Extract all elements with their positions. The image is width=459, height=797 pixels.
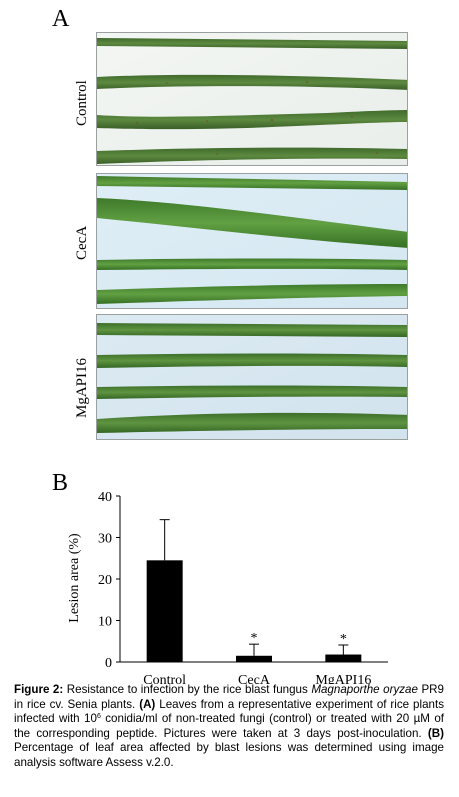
bar-control [146,560,183,662]
figure-caption: Figure 2: Resistance to infection by the… [14,683,444,771]
caption-text-4: conidia/ml of non-treated fungi (control… [14,712,445,740]
panel-b-letter: B [52,470,69,496]
significance-marker-ceca: * [251,631,258,646]
photo-mgapi16 [96,314,408,440]
photo-label-ceca: CecA [74,225,90,260]
leaf-photo-ceca-image [97,174,407,308]
caption-panel-a-ref: (A) [139,697,156,711]
photo-label-mgapi16: MgAPI16 [74,357,90,418]
caption-text-2: PR9 in rice cv. Senia plants. [14,683,444,711]
caption-text-3: Leaves from a representative experiment … [14,697,444,726]
x-tick-label-ceca: CecA [238,673,271,684]
leaf-photo-mgapi16-image [97,315,407,439]
caption-text-5: Percentage of leaf area affected by blas… [14,741,444,769]
caption-panel-b-ref: (B) [427,726,444,740]
photo-ceca [96,173,408,309]
y-tick-label: 20 [98,573,112,588]
panel-a-letter: A [52,6,70,32]
x-tick-label-mgapi16: MgAPI16 [315,673,371,684]
bar-ceca [236,655,272,662]
leaf-photo-control-image [97,33,407,165]
caption-exponent: 6 [96,713,101,721]
y-tick-label: 10 [98,615,112,630]
y-axis-label: Lesion area (%) [67,533,82,623]
photo-label-control: Control [74,80,90,126]
lesion-area-bar-chart: 0 10 20 30 40 Control * CecA * MgAPI16 Lesion ar… [67,490,388,684]
caption-text-1: Resistance to infection by the rice blas… [63,683,312,696]
bar-mgapi16 [325,654,362,662]
caption-label: Figure 2: [14,683,64,696]
y-tick-label: 30 [98,532,112,547]
y-tick-label: 0 [105,656,112,671]
significance-marker-mgapi16: * [340,632,347,647]
caption-species: Magnaporthe oryzae [311,683,418,696]
x-tick-label-control: Control [143,673,186,684]
y-tick-label: 40 [98,490,112,505]
photo-control [96,32,408,166]
